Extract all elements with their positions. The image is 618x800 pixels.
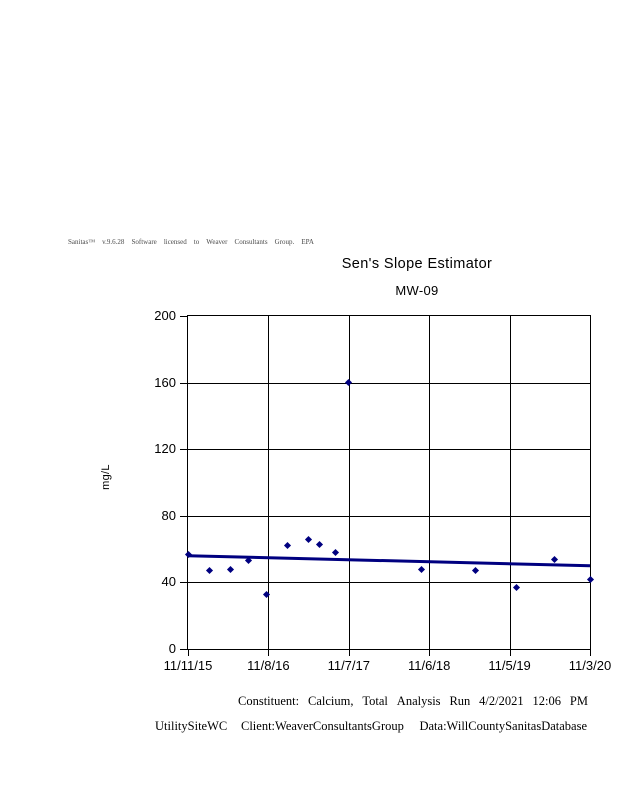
gridline-vertical bbox=[348, 316, 350, 649]
x-axis-tick bbox=[188, 649, 189, 656]
license-word: licensed bbox=[163, 238, 187, 246]
y-tick-label: 160 bbox=[154, 374, 176, 390]
license-word: Software bbox=[131, 238, 157, 246]
footer-meta-line: UtilitySiteWC Client:WeaverConsultantsGr… bbox=[0, 719, 618, 735]
y-tick-label: 200 bbox=[154, 308, 176, 323]
license-word: Weaver bbox=[206, 238, 228, 246]
x-axis-tick bbox=[348, 649, 350, 656]
license-word: Group. bbox=[274, 238, 295, 246]
plot-area: 0 40 80 120 160 200 11/11/15 11/8/16 11/7/17 11/6… bbox=[154, 308, 611, 673]
client-label: Client:WeaverConsultantsGroup bbox=[241, 719, 404, 733]
x-axis-tick bbox=[509, 649, 511, 656]
footer-word: Constituent: bbox=[238, 694, 300, 708]
gridline-horizontal bbox=[188, 582, 590, 584]
footer-word: Calcium, bbox=[308, 694, 354, 708]
y-tick-label: 120 bbox=[154, 441, 176, 457]
footer-word: 12:06 bbox=[532, 694, 561, 708]
license-word: Sanitas™ bbox=[68, 238, 96, 246]
x-axis-tick bbox=[429, 649, 431, 656]
y-tick-label: 0 bbox=[168, 641, 176, 656]
license-word: to bbox=[193, 238, 200, 246]
chart-title: Sen's Slope Estimator bbox=[341, 256, 493, 272]
chart-subtitle: MW-09 bbox=[395, 283, 439, 298]
x-axis-tick bbox=[268, 649, 270, 656]
license-word: Consultants bbox=[234, 238, 268, 246]
y-axis-label: mg/L bbox=[100, 464, 112, 490]
gridline-horizontal bbox=[188, 449, 590, 451]
gridline-vertical bbox=[509, 316, 511, 649]
footer-word: Total bbox=[362, 694, 388, 708]
gridline-horizontal bbox=[188, 382, 590, 384]
y-axis-tick bbox=[180, 316, 188, 317]
footer-word: Analysis bbox=[396, 694, 441, 708]
y-axis-tick bbox=[180, 449, 188, 451]
trend-line-layer bbox=[187, 554, 591, 568]
plot-layer: 0 40 80 120 160 200 11/11/15 11/8/16 11/7/17 11/6… bbox=[154, 308, 611, 673]
x-axis-tick bbox=[590, 649, 591, 656]
site-label: UtilitySiteWC bbox=[155, 719, 228, 733]
license-text: Sanitas™ v.9.6.28 Software licensed to Weaver… bbox=[68, 238, 314, 246]
footer-word: 4/2/2021 bbox=[479, 694, 524, 708]
x-tick-label: 11/11/15 bbox=[163, 658, 213, 673]
y-axis-tick bbox=[180, 582, 188, 584]
footer-word: Run bbox=[449, 694, 471, 708]
gridline-horizontal bbox=[188, 515, 590, 517]
license-word: EPA bbox=[301, 238, 314, 246]
x-tick-label: 11/3/20 bbox=[568, 658, 612, 673]
footer-word: PM bbox=[569, 694, 588, 708]
x-tick-label: 11/5/19 bbox=[488, 658, 531, 673]
y-axis-tick bbox=[180, 649, 188, 650]
y-tick-label: 40 bbox=[161, 574, 176, 590]
x-tick-label: 11/6/18 bbox=[407, 658, 451, 673]
license-word: v.9.6.28 bbox=[102, 238, 125, 246]
data-source-label: Data:WillCountySanitasDatabase bbox=[419, 719, 587, 733]
x-tick-label: 11/8/16 bbox=[247, 658, 290, 673]
y-axis-tick bbox=[180, 382, 188, 384]
y-axis-tick bbox=[180, 515, 188, 517]
footer-analysis-line: Constituent: Calcium, Total Analysis Run 4/2/… bbox=[238, 694, 588, 709]
gridline-vertical bbox=[268, 316, 270, 649]
sen-slope-line bbox=[187, 554, 591, 568]
x-tick-label: 11/7/17 bbox=[327, 658, 370, 673]
gridline-vertical bbox=[429, 316, 431, 649]
y-tick-label: 80 bbox=[161, 507, 176, 523]
